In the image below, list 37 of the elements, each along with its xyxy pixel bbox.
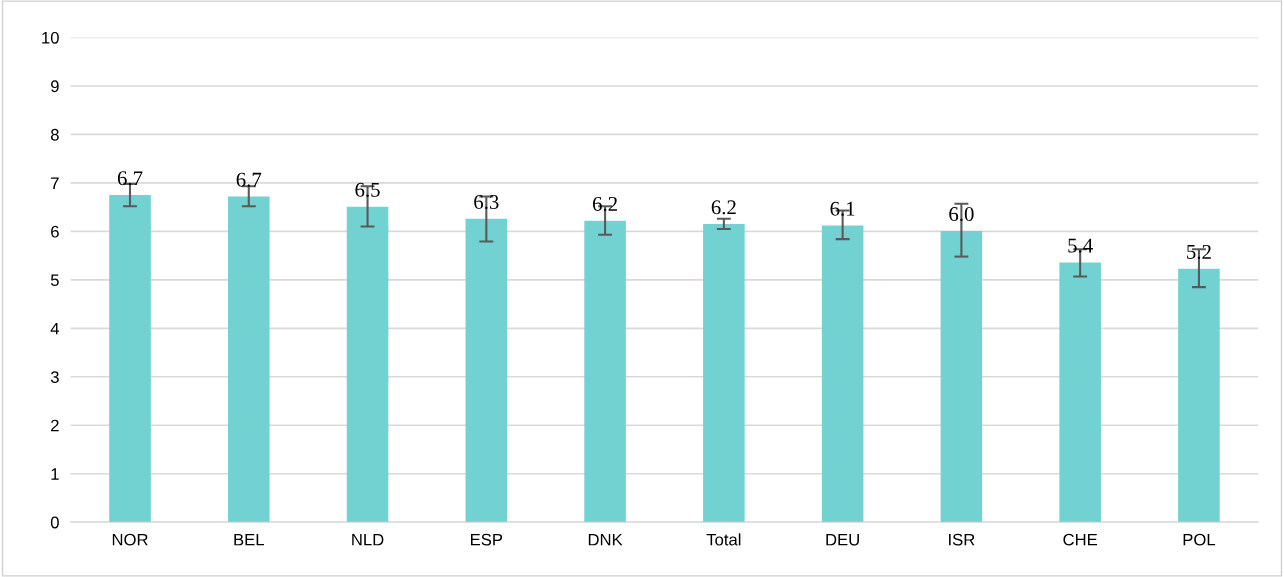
data-label: 5.4 [1068,238,1093,253]
x-tick-label: NLD [352,533,384,546]
y-tick-label: 10 [42,31,59,44]
y-tick-label: 9 [51,80,59,93]
data-label: 6.7 [117,171,143,186]
x-tick-label: ESP [471,533,503,546]
y-tick-label: 5 [50,274,59,287]
x-tick-label: DNK [588,533,623,546]
bar [940,230,983,523]
bar [584,220,626,523]
bar [1178,268,1220,523]
y-tick-label: 3 [50,371,59,383]
y-tick-label: 6 [51,225,59,238]
bar [227,196,270,523]
data-label: 6.7 [236,172,262,187]
y-tick-label: 7 [51,177,59,189]
data-label: 6.1 [830,201,855,216]
bar [465,218,508,523]
x-tick-label: BEL [234,533,264,546]
bar [109,195,151,523]
y-tick-label: 8 [50,128,59,141]
x-tick-label: ISR [949,533,975,546]
data-label: 6.2 [711,200,736,215]
y-tick-label: 4 [50,322,60,335]
x-tick-label: Total [706,533,741,546]
y-tick-label: 2 [51,419,59,432]
y-tick-label: 0 [50,516,59,529]
bar [1059,262,1101,523]
bar [703,224,745,523]
bar [346,206,389,523]
bar [821,225,864,523]
x-tick-label: DEU [826,533,859,546]
x-tick-label: NOR [112,533,148,546]
x-tick-label: POL [1183,533,1216,546]
data-label: 6.2 [592,196,617,212]
y-tick-label: 1 [51,468,59,480]
x-tick-label: CHE [1063,533,1098,546]
